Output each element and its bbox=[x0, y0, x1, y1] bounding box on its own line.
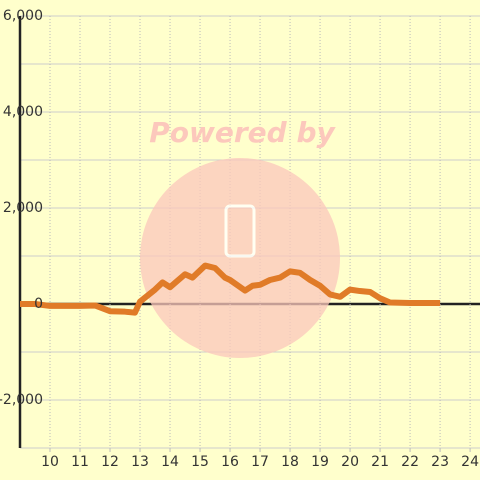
x-tick-label: 17 bbox=[251, 454, 269, 470]
x-tick-label: 18 bbox=[281, 454, 299, 470]
x-tick-label: 14 bbox=[161, 454, 179, 470]
x-tick-label: 19 bbox=[311, 454, 329, 470]
y-tick-label: 0 bbox=[34, 296, 43, 312]
x-tick-label: 12 bbox=[101, 454, 119, 470]
plot bbox=[20, 262, 441, 316]
watermark-logo bbox=[140, 158, 340, 358]
watermark-text: Powered by bbox=[149, 116, 336, 149]
watermark-icon bbox=[224, 204, 256, 258]
y-tick-label: 4,000 bbox=[3, 104, 43, 120]
y-tick-label: -2,000 bbox=[0, 392, 43, 408]
x-tick-label: 13 bbox=[131, 454, 149, 470]
y-tick-label: 6,000 bbox=[3, 8, 43, 24]
x-tick-label: 10 bbox=[41, 454, 59, 470]
x-tick-label: 20 bbox=[341, 454, 359, 470]
x-tick-label: 21 bbox=[371, 454, 389, 470]
x-tick-label: 16 bbox=[221, 454, 239, 470]
x-tick-label: 22 bbox=[401, 454, 419, 470]
watermark-circle bbox=[140, 158, 340, 358]
y-tick-label: 2,000 bbox=[3, 200, 43, 216]
line bbox=[20, 262, 441, 316]
x-tick-label: 23 bbox=[431, 454, 449, 470]
x-tick-label: 11 bbox=[71, 454, 89, 470]
x-tick-label: 24 bbox=[461, 454, 479, 470]
x-tick-label: 15 bbox=[191, 454, 209, 470]
